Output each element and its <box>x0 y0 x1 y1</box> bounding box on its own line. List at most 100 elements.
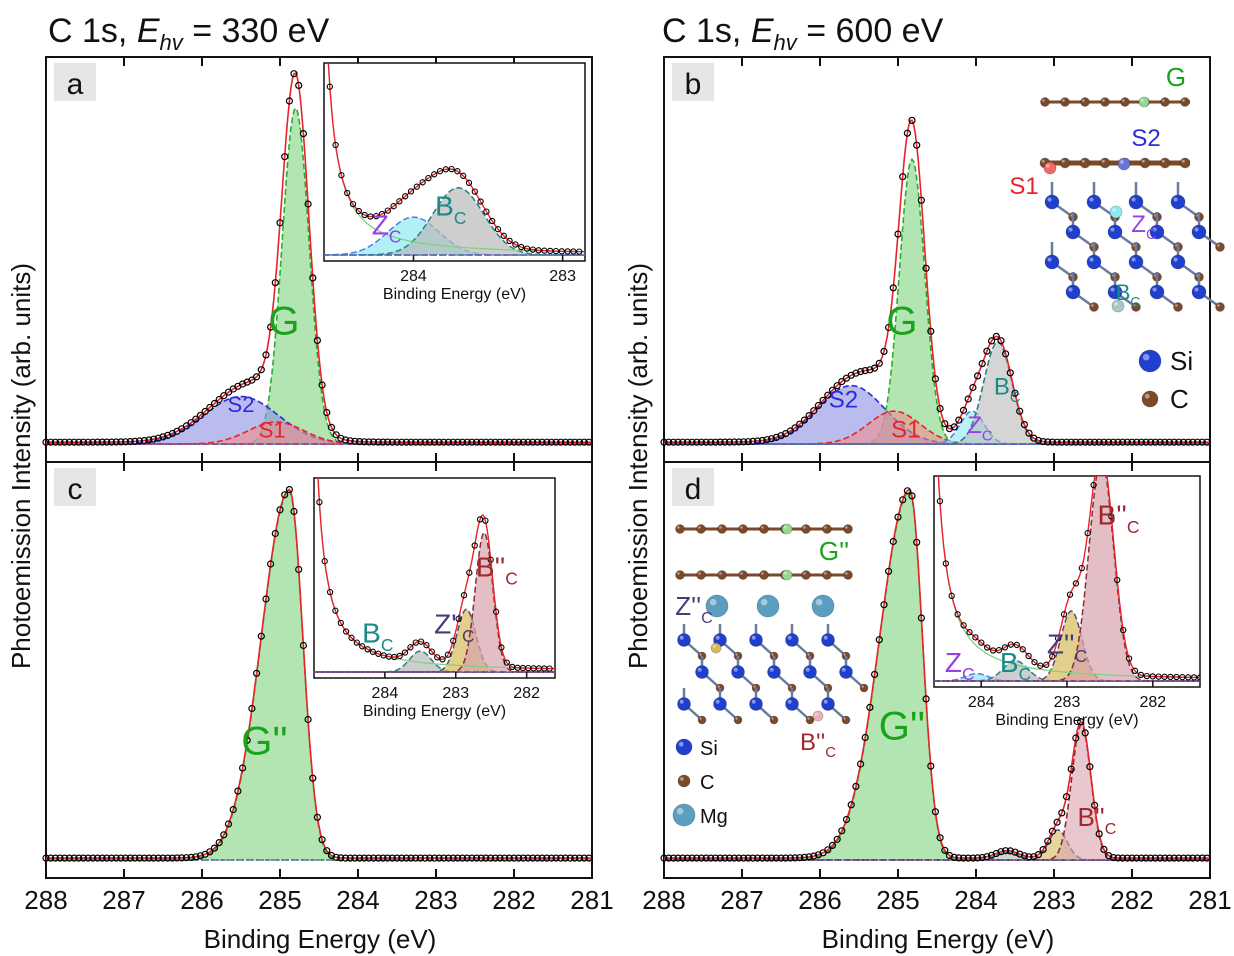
data-point <box>955 416 963 424</box>
si-atom <box>839 665 853 679</box>
data-point <box>828 386 837 394</box>
data-point <box>791 424 799 432</box>
c-atom-shine <box>825 685 828 688</box>
peak-label-main: G'' <box>241 720 287 764</box>
data-point <box>1142 438 1150 446</box>
data-point <box>112 438 120 446</box>
inset-data-point <box>506 237 513 245</box>
data-point <box>749 437 757 445</box>
data-point <box>201 407 209 416</box>
c-atom-shine <box>1175 304 1178 307</box>
data-point <box>1006 847 1014 855</box>
data-point <box>838 378 846 386</box>
c-atom-shine <box>735 653 738 656</box>
inset-peak-label-main: Z <box>372 209 389 240</box>
data-point <box>875 359 883 367</box>
data-point <box>51 854 60 862</box>
c-atom <box>696 524 706 534</box>
c-atom <box>822 570 832 580</box>
data-point <box>159 854 167 862</box>
si-atom <box>1128 254 1144 270</box>
data-point <box>1086 763 1094 771</box>
structure-site-label-main: Z <box>1131 211 1146 238</box>
data-point <box>758 436 766 445</box>
data-point <box>739 854 748 862</box>
inset-data-point <box>1060 611 1068 618</box>
data-point <box>412 854 420 862</box>
data-point <box>131 854 139 862</box>
data-point <box>365 854 373 862</box>
data-point <box>524 854 532 862</box>
data-point <box>388 854 396 862</box>
data-point <box>725 854 734 862</box>
c-atom-shine <box>771 717 774 720</box>
data-point <box>707 438 715 446</box>
inset-data-point <box>1179 674 1186 681</box>
peak-label: S1 <box>891 416 920 443</box>
inset-data-point <box>547 247 554 255</box>
inset-data-point <box>344 189 351 197</box>
data-point <box>800 416 809 424</box>
data-point <box>810 407 818 415</box>
c-atom-shine <box>1062 99 1065 102</box>
inset-data-point <box>396 652 403 660</box>
inset-data-point <box>419 179 426 186</box>
data-point <box>566 854 574 862</box>
inset-data-point <box>948 592 955 599</box>
data-point <box>1016 407 1024 415</box>
peak-label-main: G <box>886 300 917 344</box>
data-point <box>1118 854 1127 862</box>
inset-peak-label: BC <box>1000 647 1031 684</box>
data-point <box>529 854 537 862</box>
data-point <box>1147 438 1155 446</box>
data-point <box>917 614 926 622</box>
data-point <box>1053 818 1061 826</box>
data-point <box>332 853 340 861</box>
inset-data-point <box>466 569 473 576</box>
inset-data-point <box>460 592 468 599</box>
data-point <box>47 438 55 446</box>
data-point <box>501 854 509 862</box>
data-point <box>561 438 570 446</box>
si-atom-shine <box>1110 287 1115 292</box>
data-point <box>93 854 102 862</box>
inset-peak-label: BC <box>362 617 393 654</box>
inset-peak-label-sub: C <box>1127 517 1140 537</box>
c-atom <box>1159 157 1171 169</box>
data-point <box>1184 854 1192 862</box>
c-atom-shine <box>1182 99 1185 102</box>
c-atom-shine <box>803 526 806 529</box>
panel-letter-bg <box>54 468 96 506</box>
si-atom <box>731 665 745 679</box>
c-atom <box>801 570 811 580</box>
inset-data-point <box>455 615 462 622</box>
data-point <box>973 854 982 862</box>
data-point <box>126 854 134 862</box>
data-point <box>1076 438 1085 446</box>
peak-label: BC <box>994 374 1021 406</box>
data-point <box>889 284 897 292</box>
data-point <box>922 264 930 272</box>
inset-data-point <box>321 558 328 565</box>
data-point <box>1062 438 1071 446</box>
data-point <box>234 787 242 795</box>
inset-data-point <box>1066 591 1074 598</box>
c-atom-shine <box>1217 304 1220 307</box>
peak-label-sub: C <box>1010 390 1021 406</box>
inset-x-tick-label: 283 <box>549 268 576 285</box>
data-point <box>950 423 958 431</box>
legend-atom-shine <box>680 777 684 781</box>
inset-x-tick-label: 282 <box>1139 694 1166 711</box>
data-point <box>735 438 743 446</box>
data-point <box>412 438 420 446</box>
data-point <box>267 323 275 331</box>
inset-data-point <box>1084 529 1091 537</box>
data-point <box>880 347 888 355</box>
inset-x-axis-label: Binding Energy (eV) <box>383 286 526 303</box>
data-point <box>908 492 916 500</box>
data-point <box>693 854 701 862</box>
c-atom <box>1173 302 1183 312</box>
data-point <box>997 848 1005 856</box>
data-point <box>538 854 546 862</box>
